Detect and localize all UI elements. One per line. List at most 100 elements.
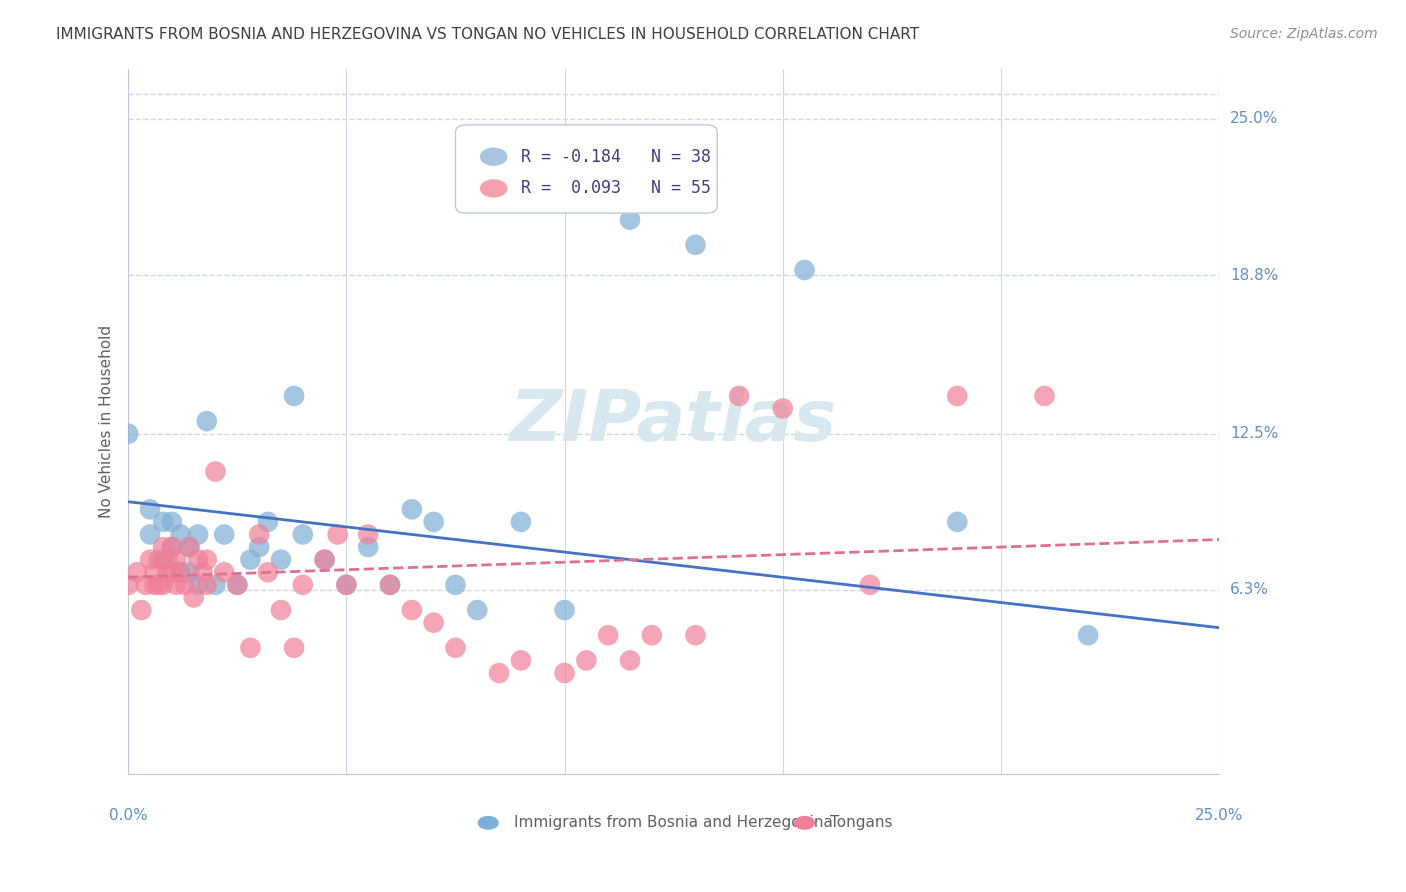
Point [125,566,148,580]
Point [357,540,380,554]
Point [247,540,270,554]
Point [314,552,336,566]
Point [143,566,166,580]
Point [160,566,183,580]
Point [117,578,139,592]
Point [239,552,262,566]
Point [554,665,576,680]
Point [598,628,620,642]
Point [378,578,401,592]
Point [187,552,209,566]
Point [156,566,179,580]
Point [291,578,314,592]
Point [143,578,166,592]
Point [204,578,226,592]
Point [179,540,201,554]
Point [793,263,815,277]
Point [160,515,183,529]
Point [510,653,533,667]
Point [257,566,280,580]
Point [728,389,751,403]
Point [152,515,174,529]
Point [117,426,139,441]
Point [422,515,444,529]
Point [191,566,214,580]
Point [619,212,641,227]
Point [422,615,444,630]
Point [401,603,423,617]
Point [156,552,179,566]
Point [195,552,218,566]
Point [179,540,201,554]
Point [283,389,305,403]
Point [554,603,576,617]
Point [139,552,162,566]
Point [619,653,641,667]
Point [685,237,707,252]
Point [488,665,510,680]
Circle shape [481,180,506,197]
Point [187,578,209,592]
Point [139,502,162,516]
Text: R = -0.184   N = 38: R = -0.184 N = 38 [522,148,711,166]
Point [169,566,191,580]
Point [641,628,664,642]
Point [160,540,183,554]
Text: 25.0%: 25.0% [1230,112,1278,127]
Point [946,389,969,403]
Point [187,527,209,541]
Point [160,540,183,554]
Text: Immigrants from Bosnia and Herzegovina: Immigrants from Bosnia and Herzegovina [513,815,832,830]
Point [174,578,197,592]
Text: 18.8%: 18.8% [1230,268,1278,283]
Point [165,578,187,592]
Point [195,578,218,592]
Point [859,578,882,592]
FancyBboxPatch shape [456,125,717,213]
Text: R =  0.093   N = 55: R = 0.093 N = 55 [522,179,711,197]
Point [183,591,205,605]
Point [314,552,336,566]
Point [283,640,305,655]
Point [165,552,187,566]
Point [212,566,235,580]
Point [212,527,235,541]
Point [465,603,488,617]
Point [444,640,467,655]
Point [257,515,280,529]
Point [357,527,380,541]
Point [179,566,201,580]
Point [169,566,191,580]
Text: ZIPatlas: ZIPatlas [510,386,838,456]
Point [335,578,357,592]
Point [226,578,249,592]
Circle shape [481,148,506,165]
Point [131,603,153,617]
Point [444,578,467,592]
Y-axis label: No Vehicles in Household: No Vehicles in Household [100,325,114,517]
Point [135,578,157,592]
Point [247,527,270,541]
Point [169,527,191,541]
Point [335,578,357,592]
Point [291,527,314,541]
Point [204,465,226,479]
Point [401,502,423,516]
Point [152,552,174,566]
Point [148,552,170,566]
Point [195,414,218,428]
Point [685,628,707,642]
Point [575,653,598,667]
Point [378,578,401,592]
Point [326,527,349,541]
Point [148,578,170,592]
Point [946,515,969,529]
Point [226,578,249,592]
Text: Source: ZipAtlas.com: Source: ZipAtlas.com [1230,27,1378,41]
Point [1033,389,1056,403]
Point [510,515,533,529]
Text: 0.0%: 0.0% [108,808,148,823]
Text: IMMIGRANTS FROM BOSNIA AND HERZEGOVINA VS TONGAN NO VEHICLES IN HOUSEHOLD CORREL: IMMIGRANTS FROM BOSNIA AND HERZEGOVINA V… [56,27,920,42]
Point [239,640,262,655]
Text: 6.3%: 6.3% [1230,582,1270,598]
